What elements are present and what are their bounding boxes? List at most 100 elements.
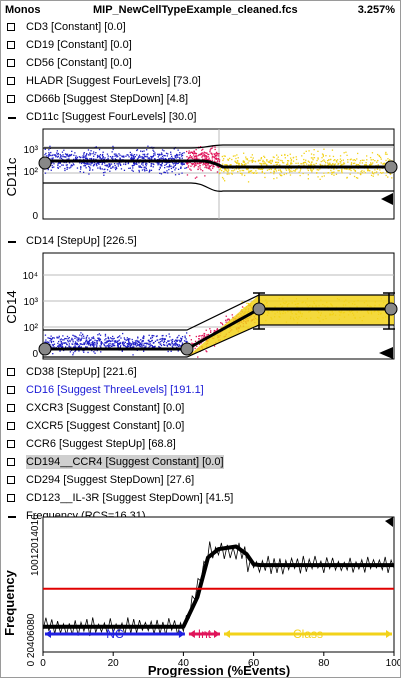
scatter-dot bbox=[295, 162, 297, 164]
marker-row-cd66b[interactable]: CD66b [Suggest StepDown] [4.8] bbox=[5, 92, 397, 107]
checkbox[interactable] bbox=[7, 440, 15, 448]
marker-row-cd19[interactable]: CD19 [Constant] [0.0] bbox=[5, 38, 397, 53]
cd11c-plot[interactable]: CD11c 10³ 10² 0 bbox=[1, 127, 400, 227]
scatter-dot bbox=[83, 155, 85, 157]
scatter-dot bbox=[285, 169, 288, 171]
scatter-dot bbox=[313, 163, 315, 166]
checkbox[interactable] bbox=[7, 368, 15, 376]
cd14-handle[interactable] bbox=[252, 302, 266, 316]
scatter-dot bbox=[250, 303, 252, 305]
checkbox[interactable] bbox=[7, 458, 15, 466]
scatter-dot bbox=[206, 165, 208, 167]
scatter-dot bbox=[321, 175, 323, 178]
scatter-dot bbox=[241, 164, 243, 166]
scatter-dot bbox=[65, 164, 67, 166]
cd14-handle[interactable] bbox=[384, 302, 398, 316]
scatter-dot bbox=[106, 345, 108, 347]
scatter-dot bbox=[123, 341, 125, 343]
scatter-dot bbox=[377, 310, 379, 312]
frequency-level-marker[interactable] bbox=[385, 517, 393, 527]
marker-row-cxcr5[interactable]: CXCR5 [Suggest Constant] [0.0] bbox=[5, 419, 397, 434]
scatter-dot bbox=[223, 155, 225, 157]
scatter-dot bbox=[338, 310, 340, 313]
marker-row-cd38[interactable]: CD38 [StepUp] [221.6] bbox=[5, 365, 397, 380]
scatter-dot bbox=[330, 158, 332, 161]
scatter-dot bbox=[226, 164, 228, 166]
marker-row-cd14[interactable]: CD14 [StepUp] [226.5] bbox=[5, 234, 397, 249]
cd11c-handle[interactable] bbox=[38, 156, 52, 170]
scatter-dot bbox=[382, 171, 384, 174]
collapse-dash-icon[interactable] bbox=[8, 117, 16, 119]
scatter-dot bbox=[323, 159, 325, 161]
scatter-dot bbox=[332, 163, 334, 165]
cd11c-level-marker[interactable] bbox=[381, 193, 393, 205]
scatter-dot bbox=[97, 156, 99, 158]
scatter-dot bbox=[67, 341, 69, 343]
scatter-dot bbox=[131, 169, 133, 171]
scatter-dot bbox=[153, 335, 155, 337]
marker-row-cd123[interactable]: CD123__IL-3R [Suggest StepDown] [41.5] bbox=[5, 491, 397, 506]
checkbox[interactable] bbox=[7, 59, 15, 67]
checkbox[interactable] bbox=[7, 404, 15, 412]
scatter-dot bbox=[79, 171, 81, 173]
scatter-dot bbox=[222, 178, 225, 180]
scatter-dot bbox=[389, 159, 391, 161]
checkbox[interactable] bbox=[7, 494, 15, 502]
scatter-dot bbox=[138, 343, 140, 346]
marker-row-cd11c[interactable]: CD11c [Suggest FourLevels] [30.0] bbox=[5, 110, 397, 125]
scatter-dot bbox=[159, 158, 161, 160]
scatter-dot bbox=[253, 171, 255, 174]
scatter-dot bbox=[206, 351, 208, 353]
scatter-dot bbox=[100, 341, 102, 343]
scatter-dot bbox=[131, 165, 133, 167]
scatter-dot bbox=[209, 159, 211, 161]
marker-row-cd16[interactable]: CD16 [Suggest ThreeLevels] [191.1] bbox=[5, 383, 397, 398]
scatter-dot bbox=[96, 156, 99, 159]
marker-row-ccr6[interactable]: CCR6 [Suggest StepUp] [68.8] bbox=[5, 437, 397, 452]
scatter-dot bbox=[130, 156, 133, 158]
scatter-dot bbox=[372, 159, 374, 161]
checkbox[interactable] bbox=[7, 422, 15, 430]
scatter-dot bbox=[381, 172, 383, 174]
scatter-dot bbox=[119, 341, 121, 344]
checkbox[interactable] bbox=[7, 41, 15, 49]
cd14-handle[interactable] bbox=[180, 342, 194, 356]
collapse-dash-icon[interactable] bbox=[8, 241, 16, 243]
scatter-dot bbox=[331, 173, 333, 175]
scatter-dot bbox=[385, 174, 387, 177]
scatter-dot bbox=[199, 335, 201, 337]
scatter-dot bbox=[307, 306, 309, 308]
scatter-dot bbox=[154, 340, 157, 342]
marker-row-ccr4[interactable]: CD194__CCR4 [Suggest Constant] [0.0] bbox=[5, 455, 397, 470]
cd14-level-marker[interactable] bbox=[379, 347, 393, 359]
scatter-dot bbox=[306, 163, 308, 165]
frequency-chart[interactable]: Frequency Progression (%Events) 0 204060… bbox=[1, 515, 400, 677]
cd11c-handle[interactable] bbox=[384, 160, 398, 174]
marker-row-cd56[interactable]: CD56 [Constant] [0.0] bbox=[5, 56, 397, 71]
checkbox[interactable] bbox=[7, 476, 15, 484]
marker-row-cd294[interactable]: CD294 [Suggest StepDown] [27.6] bbox=[5, 473, 397, 488]
collapse-dash-icon[interactable] bbox=[8, 516, 16, 518]
scatter-dot bbox=[195, 162, 197, 164]
scatter-dot bbox=[150, 169, 153, 171]
scatter-dot bbox=[113, 163, 116, 165]
scatter-dot bbox=[138, 169, 140, 172]
checkbox[interactable] bbox=[7, 77, 15, 85]
scatter-dot bbox=[327, 163, 329, 165]
checkbox[interactable] bbox=[7, 23, 15, 31]
checkbox[interactable] bbox=[7, 386, 15, 394]
scatter-dot bbox=[178, 334, 180, 337]
scatter-dot bbox=[99, 156, 101, 159]
checkbox[interactable] bbox=[7, 95, 15, 103]
scatter-dot bbox=[201, 335, 203, 337]
marker-row-cd3[interactable]: CD3 [Constant] [0.0] bbox=[5, 20, 397, 35]
scatter-dot bbox=[241, 169, 243, 172]
marker-row-hladr[interactable]: HLADR [Suggest FourLevels] [73.0] bbox=[5, 74, 397, 89]
scatter-dot bbox=[369, 157, 372, 159]
scatter-dot bbox=[339, 155, 342, 157]
scatter-dot bbox=[86, 153, 88, 155]
marker-row-cxcr3[interactable]: CXCR3 [Suggest Constant] [0.0] bbox=[5, 401, 397, 416]
cd14-handle[interactable] bbox=[38, 342, 52, 356]
cd14-plot[interactable]: CD14 10⁴ 10³ 10² 0 bbox=[1, 251, 400, 363]
scatter-dot bbox=[125, 345, 127, 348]
